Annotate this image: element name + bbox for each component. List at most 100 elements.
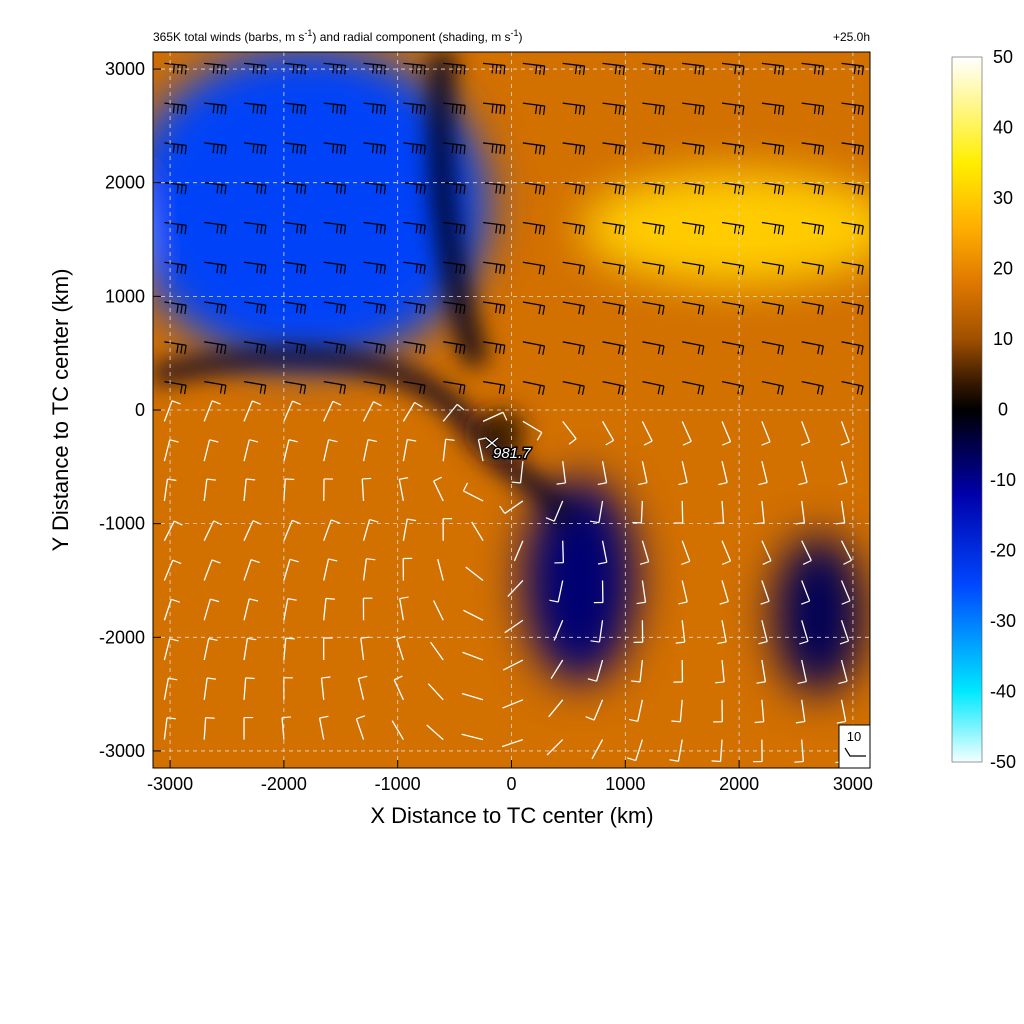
wind-barb (682, 142, 705, 155)
wind-barb (642, 221, 665, 235)
wind-barb (597, 540, 608, 565)
wind-barb (243, 598, 259, 621)
wind-barb (283, 400, 301, 422)
wind-barb (204, 261, 227, 275)
title-unit-sup-2: -1 (511, 28, 519, 38)
wind-barb (323, 142, 347, 155)
wind-barb (164, 182, 187, 195)
wind-barb (682, 261, 705, 275)
colorbar: 50 40 30 20 10 0 -10 -20 -30 -40 -50 (951, 47, 1016, 772)
wind-barb (204, 341, 227, 355)
wind-barb (602, 261, 625, 275)
wind-barb (427, 683, 444, 701)
wind-barb (323, 400, 342, 422)
wind-barb (443, 301, 466, 315)
wind-barb (243, 559, 260, 581)
wind-barb (602, 182, 625, 195)
wind-barb (589, 500, 604, 524)
wind-barb (163, 439, 179, 462)
colorbar-tick-label: 10 (993, 329, 1013, 349)
wind-barb (283, 439, 298, 462)
wind-barb (761, 341, 785, 355)
wind-barb (204, 380, 227, 395)
wind-barb (682, 301, 705, 315)
wind-barb (761, 221, 785, 235)
wind-barb (801, 580, 811, 605)
wind-barb (602, 380, 625, 396)
wind-barb (800, 421, 811, 446)
wind-barb (243, 677, 255, 700)
wind-barb (522, 182, 546, 195)
x-tick-label: 0 (506, 774, 516, 794)
wind-barb (283, 558, 299, 581)
wind-barb (477, 437, 488, 462)
wind-barb (432, 600, 444, 621)
wind-barb (562, 62, 586, 76)
wind-barb (545, 500, 564, 522)
wind-barb (721, 540, 732, 566)
wind-barb (511, 461, 524, 484)
colorbar-tick-label: 30 (993, 188, 1013, 208)
wind-barb (163, 559, 182, 581)
wind-barb (323, 182, 347, 195)
shading-region-outflow-east-jet (579, 171, 870, 285)
wind-barb (836, 699, 847, 724)
wind-barb (461, 733, 484, 741)
wind-barb (504, 619, 524, 634)
wind-barb (522, 261, 546, 275)
wind-barb (602, 221, 625, 235)
reference-barb-glyph (844, 747, 866, 757)
wind-barb (801, 142, 825, 155)
wind-barb (443, 380, 466, 395)
wind-barb (320, 676, 331, 700)
wind-barb (636, 580, 647, 605)
wind-barb (203, 520, 223, 541)
wind-barb (393, 675, 404, 701)
wind-barb (840, 540, 853, 565)
wind-barb (797, 659, 807, 685)
x-tick-label: 3000 (833, 774, 873, 794)
reference-barb-box: 10 (838, 724, 871, 769)
y-tick-label: 0 (135, 400, 145, 420)
wind-barb (671, 699, 683, 723)
wind-barb (362, 439, 378, 462)
wind-barb (391, 720, 404, 740)
wind-barb (204, 301, 227, 315)
wind-barb (642, 341, 665, 355)
wind-barb (203, 478, 216, 501)
wind-barb (522, 221, 546, 235)
wind-barb (840, 421, 850, 446)
wind-barb (360, 636, 370, 661)
wind-barb (678, 580, 688, 605)
wind-barb (363, 261, 386, 275)
wind-barb (363, 380, 386, 395)
wind-barb (502, 699, 524, 709)
wind-barb (642, 182, 665, 195)
wind-barb (429, 641, 444, 661)
wind-barb (443, 221, 466, 235)
wind-barb (801, 261, 825, 275)
wind-barb (164, 301, 187, 315)
wind-barb (550, 659, 564, 680)
wind-barb (642, 380, 665, 396)
wind-barb (403, 142, 426, 155)
wind-barb (363, 301, 386, 315)
wind-barb (761, 540, 772, 565)
x-axis-title: X Distance to TC center (km) (370, 803, 653, 828)
wind-barb (507, 580, 524, 597)
wind-barb (283, 598, 297, 621)
wind-barb (323, 102, 347, 115)
colorbar-tick-label: -50 (990, 752, 1016, 772)
wind-barb (243, 637, 257, 661)
wind-barb (482, 102, 506, 115)
wind-barb (203, 677, 217, 700)
wind-barb (682, 380, 705, 396)
wind-barb (761, 182, 785, 195)
wind-barb (164, 341, 187, 355)
colorbar-tick-label: 20 (993, 259, 1013, 279)
wind-barb (203, 637, 218, 661)
wind-barb (362, 518, 379, 541)
wind-barb (591, 739, 604, 760)
wind-barb (678, 460, 688, 486)
shading-region-inflow-southeast-trough (522, 478, 637, 683)
